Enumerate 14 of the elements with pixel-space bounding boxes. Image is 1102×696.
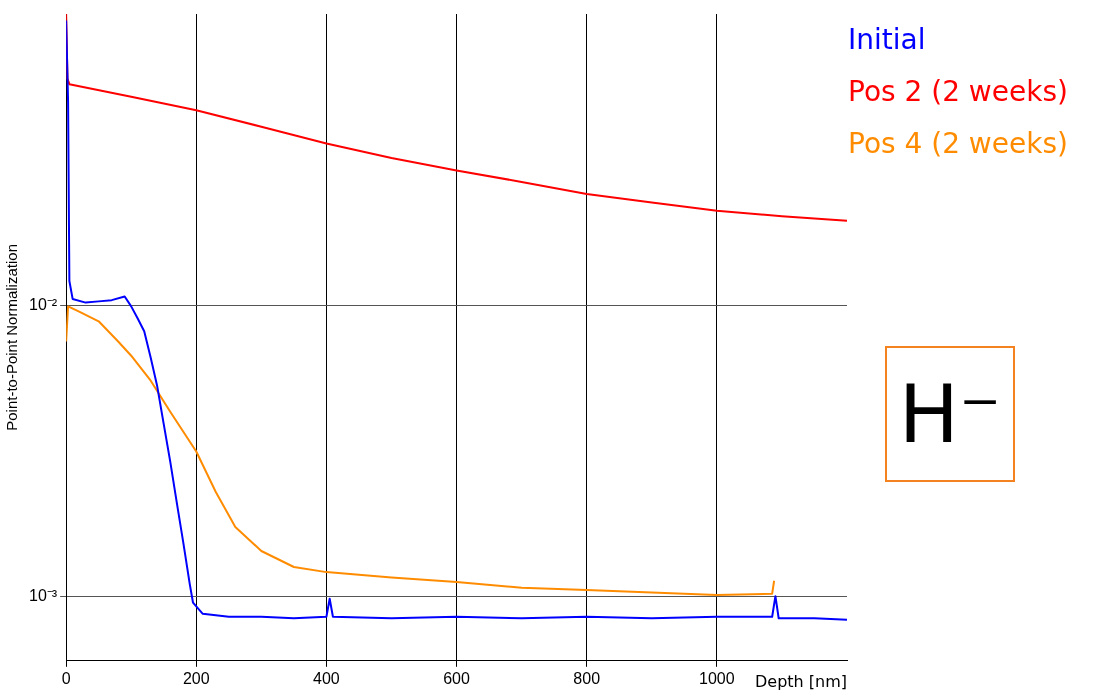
x-tick-label: 200 [182, 669, 210, 687]
x-tick-label: 1000 [699, 669, 735, 687]
y-tick-label: 10⁻² [29, 295, 58, 313]
y-axis-title: Point-to-Point Normalization [3, 244, 21, 431]
text: Pos 2 (2 weeks) [848, 74, 1068, 110]
x-axis-title: Depth [nm] [754, 671, 847, 691]
x-tick-label: 600 [443, 669, 471, 687]
x-tick-label: 0 [61, 669, 71, 687]
text: H⁻ [898, 367, 1002, 461]
x-tick-label: 400 [313, 669, 340, 687]
y-tick-label: 10⁻³ [29, 586, 58, 604]
x-tick-label: 800 [573, 669, 601, 687]
text: Initial [848, 22, 927, 58]
text: Pos 4 (2 weeks) [848, 126, 1068, 162]
